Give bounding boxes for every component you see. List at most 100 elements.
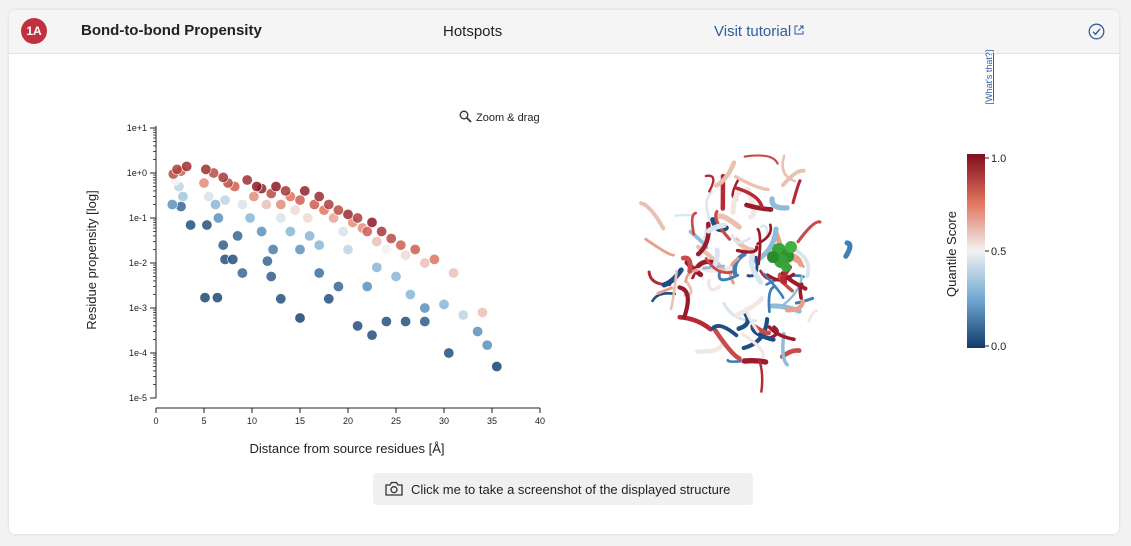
- residue-point[interactable]: [244, 212, 256, 224]
- residue-point[interactable]: [342, 208, 354, 220]
- residue-point[interactable]: [294, 312, 306, 324]
- visit-tutorial-link[interactable]: Visit tutorial: [714, 23, 804, 40]
- residue-point[interactable]: [236, 267, 248, 279]
- residue-point[interactable]: [472, 325, 484, 337]
- residue-point[interactable]: [241, 174, 253, 186]
- residue-point[interactable]: [438, 298, 450, 310]
- residue-point[interactable]: [248, 191, 260, 203]
- residue-point[interactable]: [380, 244, 392, 256]
- ribbon-segment: [740, 332, 765, 359]
- ribbon-segment: [690, 211, 697, 236]
- residue-point[interactable]: [428, 253, 440, 265]
- residue-point[interactable]: [376, 226, 388, 238]
- residue-point[interactable]: [308, 199, 320, 211]
- residue-point[interactable]: [261, 255, 273, 267]
- residue-point[interactable]: [395, 239, 407, 251]
- residue-point[interactable]: [219, 194, 231, 206]
- residue-point[interactable]: [217, 239, 229, 251]
- residue-point[interactable]: [371, 236, 383, 248]
- residue-point[interactable]: [332, 204, 344, 216]
- residue-point[interactable]: [313, 239, 325, 251]
- residue-point[interactable]: [352, 320, 364, 332]
- residue-point[interactable]: [400, 315, 412, 327]
- residue-point[interactable]: [256, 226, 268, 238]
- residue-point[interactable]: [185, 219, 197, 231]
- residue-point[interactable]: [457, 309, 469, 321]
- residue-point[interactable]: [275, 199, 287, 211]
- residue-point[interactable]: [275, 293, 287, 305]
- residue-point[interactable]: [199, 292, 211, 304]
- residue-point[interactable]: [304, 230, 316, 242]
- residue-point[interactable]: [313, 267, 325, 279]
- residue-point[interactable]: [181, 160, 193, 172]
- residue-point[interactable]: [294, 244, 306, 256]
- residue-point[interactable]: [294, 194, 306, 206]
- residue-point[interactable]: [419, 302, 431, 314]
- residue-point[interactable]: [280, 185, 292, 197]
- propensity-scatter-plot[interactable]: 1e-5 1e-4 1e-3 1e-2 1e-1 1e+0 1e+1 0 5 10 15 20 25 30…: [9, 10, 569, 470]
- residue-point[interactable]: [323, 199, 335, 211]
- ribbon-segment: [726, 358, 742, 363]
- residue-point[interactable]: [251, 181, 263, 193]
- residue-point[interactable]: [212, 212, 224, 224]
- ribbon-segment: [735, 245, 759, 254]
- residue-point[interactable]: [232, 230, 244, 242]
- residue-point[interactable]: [361, 280, 373, 292]
- residue-point[interactable]: [211, 292, 223, 304]
- residue-point[interactable]: [332, 280, 344, 292]
- residue-point[interactable]: [337, 226, 349, 238]
- residue-point[interactable]: [236, 199, 248, 211]
- residue-point[interactable]: [200, 163, 212, 175]
- residue-point[interactable]: [419, 315, 431, 327]
- take-screenshot-button[interactable]: Click me to take a screenshot of the dis…: [373, 473, 753, 505]
- residue-point[interactable]: [443, 347, 455, 359]
- ribbon-segment: [733, 174, 770, 192]
- residue-point[interactable]: [409, 244, 421, 256]
- residue-point[interactable]: [270, 181, 282, 193]
- residue-point[interactable]: [198, 177, 210, 189]
- residue-point[interactable]: [227, 253, 239, 265]
- protein-structure-viewer[interactable]: [639, 128, 869, 393]
- ribbon-segment: [711, 247, 720, 271]
- residue-point[interactable]: [491, 360, 503, 372]
- residue-point[interactable]: [284, 226, 296, 238]
- residue-point[interactable]: [419, 257, 431, 269]
- residue-point[interactable]: [366, 216, 378, 228]
- residue-point[interactable]: [476, 306, 488, 318]
- residue-point[interactable]: [448, 267, 460, 279]
- residue-point[interactable]: [265, 270, 277, 282]
- residue-point[interactable]: [275, 212, 287, 224]
- residue-point[interactable]: [217, 171, 229, 183]
- residue-point[interactable]: [171, 163, 183, 175]
- residue-point[interactable]: [323, 293, 335, 305]
- residue-point[interactable]: [380, 315, 392, 327]
- residue-point[interactable]: [166, 199, 178, 211]
- residue-point[interactable]: [302, 212, 314, 224]
- panel-header: 1A Bond-to-bond Propensity Hotspots Visi…: [9, 10, 1119, 54]
- ribbon-segment: [656, 286, 674, 295]
- residue-point[interactable]: [203, 191, 215, 203]
- residue-point[interactable]: [328, 212, 340, 224]
- residue-point[interactable]: [361, 226, 373, 238]
- residue-point[interactable]: [481, 339, 493, 351]
- residue-point[interactable]: [260, 199, 272, 211]
- residue-point[interactable]: [352, 212, 364, 224]
- residue-point[interactable]: [313, 191, 325, 203]
- residue-point[interactable]: [371, 261, 383, 273]
- residue-point[interactable]: [366, 329, 378, 341]
- residue-point[interactable]: [404, 288, 416, 300]
- residue-point[interactable]: [177, 191, 189, 203]
- zoom-drag-control[interactable]: Zoom & drag: [459, 110, 540, 124]
- residue-point[interactable]: [299, 185, 311, 197]
- residue-point[interactable]: [385, 233, 397, 245]
- residue-point[interactable]: [400, 249, 412, 261]
- ribbon-segment: [710, 324, 739, 338]
- residue-point[interactable]: [210, 199, 222, 211]
- residue-point[interactable]: [390, 270, 402, 282]
- tab-hotspots[interactable]: Hotspots: [443, 23, 503, 40]
- residue-point[interactable]: [289, 204, 301, 216]
- residue-point[interactable]: [267, 244, 279, 256]
- residue-point[interactable]: [201, 219, 213, 231]
- residue-point[interactable]: [342, 244, 354, 256]
- check-circle-icon[interactable]: [1088, 23, 1105, 45]
